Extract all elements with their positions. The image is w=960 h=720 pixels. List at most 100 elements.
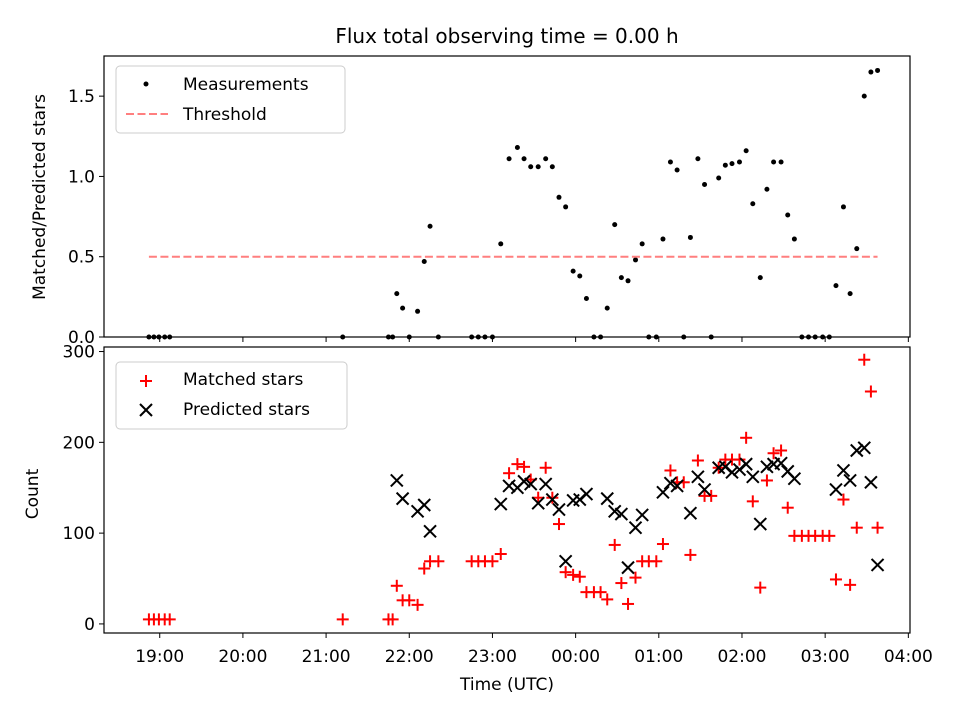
measurements-point: [528, 164, 534, 170]
matched-stars-point: [656, 538, 669, 551]
predicted-stars-point: [545, 492, 560, 507]
predicted-stars-point: [523, 477, 538, 491]
x-tick-label: 00:00: [551, 647, 600, 667]
measurements-point: [764, 186, 770, 192]
measurements-point: [750, 201, 756, 207]
matched-stars-point: [850, 521, 863, 534]
predicted-stars-point: [502, 479, 516, 493]
matched-stars-point: [559, 566, 572, 579]
matched-stars-point: [864, 385, 877, 398]
predicted-stars-point: [864, 475, 878, 489]
predicted-stars-point: [691, 470, 705, 484]
predicted-stars-point: [494, 497, 508, 511]
matched-stars-point: [767, 447, 780, 460]
x-tick-label: 22:00: [385, 647, 434, 667]
measurements-point: [521, 156, 527, 162]
predicted-stars-point: [870, 558, 885, 572]
predicted-stars-point: [774, 456, 788, 470]
matched-stars-point: [503, 467, 516, 480]
measurements-point: [415, 308, 421, 314]
predicted-stars-point: [621, 560, 635, 575]
predicted-stars-point: [739, 457, 753, 471]
x-axis-label: Time (UTC): [459, 675, 554, 695]
predicted-stars-point: [600, 491, 614, 506]
y-tick-label: 0.0: [68, 328, 95, 348]
measurements-point: [394, 291, 400, 297]
measurements-point: [674, 167, 680, 173]
predicted-stars-point: [656, 485, 670, 499]
predicted-stars-point: [836, 463, 851, 478]
measurements-point: [583, 295, 589, 301]
x-tick-label: 02:00: [717, 647, 766, 667]
matched-stars-point: [740, 431, 753, 444]
x-tick-label: 03:00: [801, 647, 850, 667]
matched-stars-point: [733, 453, 746, 466]
matched-stars-point: [418, 562, 431, 575]
predicted-stars-point: [395, 491, 410, 506]
matched-stars-point: [754, 581, 767, 594]
matched-stars-point: [390, 579, 403, 592]
matched-stars-point: [552, 518, 565, 531]
legend-matched-marker: [140, 375, 152, 387]
x-tick-label: 21:00: [302, 647, 351, 667]
matched-stars-point: [760, 474, 773, 487]
measurements-point: [604, 305, 610, 311]
counts-legend: Matched stars Predicted stars: [115, 361, 348, 430]
measurements-point: [421, 259, 427, 265]
ratio-legend: Measurements Threshold: [115, 65, 346, 134]
legend-measurements-marker: [143, 81, 149, 87]
measurements-point: [667, 159, 673, 165]
predicted-stars-point: [538, 477, 553, 491]
counts-y-ticks: 0 100 200 300: [63, 343, 104, 635]
measurements-point: [543, 156, 549, 162]
predicted-stars-point: [857, 441, 871, 455]
matched-stars-point: [336, 613, 349, 626]
predicted-stars-point: [843, 473, 857, 488]
measurements-point: [660, 236, 666, 242]
x-tick-label: 19:00: [135, 647, 184, 667]
measurements-point: [785, 212, 791, 218]
ratio-panel: 0.0 0.5 1.0 1.5 Matched/Predicted stars Mea…: [30, 55, 911, 348]
predicted-stars-point: [753, 517, 767, 531]
y-tick-label: 1.0: [68, 167, 95, 187]
measurements-point: [506, 156, 512, 162]
measurements-point: [833, 283, 839, 289]
predicted-stars-point: [829, 482, 843, 497]
matched-stars-point: [615, 577, 628, 590]
matched-stars-point: [163, 613, 176, 626]
predicted-stars-point: [635, 508, 649, 522]
matched-stars-point: [386, 613, 399, 626]
matched-stars-point: [411, 598, 424, 611]
ratio-y-ticks: 0.0 0.5 1.0 1.5: [68, 87, 104, 348]
measurements-point: [687, 234, 693, 240]
measurements-point: [427, 223, 433, 229]
measurements-point: [791, 236, 797, 242]
measurements-point: [695, 156, 701, 162]
measurements-point: [618, 275, 624, 281]
matched-stars-point: [494, 548, 507, 561]
measurements-point: [778, 159, 784, 165]
x-tick-label: 20:00: [218, 647, 267, 667]
predicted-stars-point: [725, 465, 739, 480]
matched-stars-point: [844, 578, 857, 591]
matched-stars-point: [567, 568, 580, 581]
measurements-point: [577, 273, 583, 279]
measurements-point: [847, 291, 853, 297]
matched-stars-point: [539, 461, 552, 474]
predicted-stars-point: [552, 502, 566, 517]
y-tick-label: 0.5: [68, 248, 95, 268]
matched-stars-point: [432, 555, 445, 568]
measurements-point: [625, 278, 631, 284]
counts-x-ticks: 19:00 20:00 21:00 22:00 23:00 00:00 01:00 02:00…: [135, 633, 933, 667]
matched-stars-point: [601, 593, 614, 606]
matched-stars-point: [486, 555, 499, 568]
matched-stars-point: [829, 573, 842, 586]
matched-stars-point: [403, 594, 416, 607]
matched-stars-point: [705, 489, 718, 502]
measurements-point: [556, 194, 562, 200]
matched-stars-point: [573, 570, 586, 583]
measurements-point: [771, 159, 777, 165]
measurements-point: [498, 241, 504, 247]
matched-stars-point: [684, 548, 697, 561]
matched-stars-point: [518, 460, 531, 473]
